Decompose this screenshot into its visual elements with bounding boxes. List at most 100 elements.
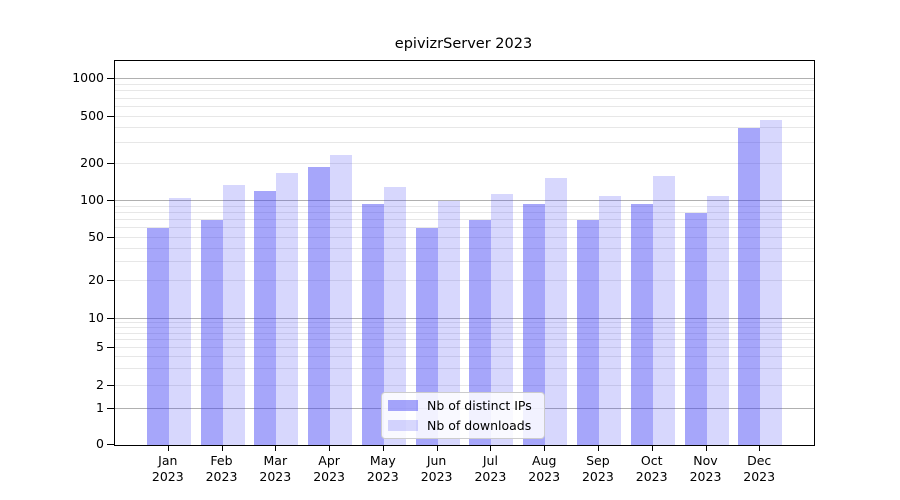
bar-downloads-apr [330, 154, 353, 445]
y-tick-label: 1000 [72, 70, 104, 85]
major-gridline [115, 200, 814, 201]
x-tick-label-jun: Jun 2023 [420, 453, 453, 484]
legend-label-distinct-ips: Nb of distinct IPs [427, 398, 532, 413]
minor-gridline [115, 332, 814, 334]
y-tick-label: 5 [96, 339, 104, 354]
legend-label-downloads: Nb of downloads [427, 418, 532, 433]
minor-gridline [115, 280, 814, 281]
x-tick-mark [651, 445, 653, 451]
x-tick-mark [167, 445, 169, 451]
bar-downloads-may [383, 187, 406, 445]
x-tick-mark [544, 445, 546, 451]
x-tick-mark [490, 445, 492, 451]
x-tick-mark [436, 445, 438, 451]
x-tick-label-jul: Jul 2023 [474, 453, 507, 484]
y-tick-label: 200 [80, 155, 104, 170]
bar-distinct-ips-jan [146, 228, 169, 445]
y-tick-mark [107, 163, 114, 164]
minor-gridline [115, 106, 814, 107]
minor-gridline [115, 368, 814, 370]
bar-distinct-ips-aug [523, 203, 546, 445]
legend-item-distinct-ips: Nb of distinct IPs [388, 398, 544, 413]
minor-gridline [115, 83, 814, 85]
bar-downloads-jul [491, 193, 514, 445]
bar-downloads-jan [168, 198, 191, 445]
minor-gridline [115, 142, 814, 144]
bar-downloads-sep [598, 195, 621, 445]
legend: Nb of distinct IPs Nb of downloads [381, 392, 545, 439]
legend-swatch-downloads [388, 420, 418, 431]
y-tick-label: 500 [80, 108, 104, 123]
y-tick-mark [107, 280, 114, 281]
x-tick-mark [221, 445, 223, 451]
bar-distinct-ips-jul [469, 220, 492, 445]
minor-gridline [115, 322, 814, 324]
minor-gridline [115, 347, 814, 348]
plot-area: Nb of distinct IPs Nb of downloads [114, 60, 815, 446]
bar-distinct-ips-may [361, 203, 384, 445]
y-tick-mark [107, 237, 114, 238]
y-tick-label: 100 [80, 192, 104, 207]
y-tick-mark [107, 385, 114, 386]
bar-downloads-jun [437, 201, 460, 445]
y-tick-label: 50 [88, 229, 104, 244]
minor-gridline [115, 356, 814, 358]
bar-distinct-ips-nov [684, 212, 707, 445]
minor-gridline [115, 163, 814, 164]
y-tick-mark [107, 444, 114, 445]
minor-gridline [115, 227, 814, 229]
x-tick-label-apr: Apr 2023 [313, 453, 345, 484]
minor-gridline [115, 90, 814, 92]
y-tick-label: 1 [96, 400, 104, 415]
bar-downloads-mar [276, 172, 299, 445]
x-tick-label-dec: Dec 2023 [743, 453, 776, 484]
x-tick-label-nov: Nov 2023 [689, 453, 722, 484]
y-tick-label: 10 [88, 310, 104, 325]
x-tick-label-aug: Aug 2023 [528, 453, 561, 484]
bar-downloads-oct [652, 175, 675, 445]
x-tick-label-may: May 2023 [366, 453, 399, 484]
y-tick-mark [107, 200, 114, 201]
minor-gridline [115, 205, 814, 207]
y-tick-mark [107, 408, 114, 409]
bar-distinct-ips-dec [738, 128, 761, 445]
x-tick-label-oct: Oct 2023 [635, 453, 668, 484]
bar-distinct-ips-oct [630, 203, 653, 445]
x-tick-mark [759, 445, 761, 451]
minor-gridline [115, 385, 814, 386]
y-tick-mark [107, 347, 114, 348]
y-tick-mark [107, 318, 114, 319]
y-tick-label: 2 [96, 377, 104, 392]
bar-distinct-ips-sep [576, 220, 599, 445]
bar-distinct-ips-jun [415, 228, 438, 445]
minor-gridline [115, 327, 814, 329]
bar-downloads-dec [760, 120, 783, 445]
bar-downloads-aug [545, 177, 568, 445]
x-tick-label-feb: Feb 2023 [205, 453, 238, 484]
x-tick-mark [705, 445, 707, 451]
y-tick-mark [107, 116, 114, 117]
bar-distinct-ips-apr [308, 166, 331, 445]
minor-gridline [115, 237, 814, 238]
y-tick-label: 20 [88, 272, 104, 287]
minor-gridline [115, 219, 814, 220]
bar-distinct-ips-feb [200, 220, 223, 445]
x-tick-mark [275, 445, 277, 451]
y-tick-mark [107, 78, 114, 79]
minor-gridline [115, 116, 814, 117]
major-gridline [115, 78, 814, 79]
major-gridline [115, 318, 814, 319]
legend-item-downloads: Nb of downloads [388, 418, 544, 433]
x-tick-label-sep: Sep 2023 [581, 453, 614, 484]
y-tick-label: 0 [96, 436, 104, 451]
minor-gridline [115, 97, 814, 99]
bar-distinct-ips-mar [254, 191, 277, 445]
minor-gridline [115, 261, 814, 262]
minor-gridline [115, 127, 814, 129]
minor-gridline [115, 211, 814, 213]
x-tick-label-mar: Mar 2023 [259, 453, 292, 484]
x-tick-mark [329, 445, 331, 451]
minor-gridline [115, 247, 814, 249]
legend-swatch-distinct-ips [388, 400, 418, 411]
bar-downloads-nov [706, 195, 729, 445]
